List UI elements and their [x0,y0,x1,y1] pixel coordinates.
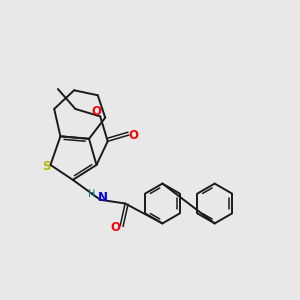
Text: O: O [92,105,101,118]
Text: S: S [43,160,51,173]
Text: H: H [88,188,95,199]
Text: O: O [110,220,120,234]
Text: O: O [129,129,139,142]
Text: N: N [98,191,108,204]
